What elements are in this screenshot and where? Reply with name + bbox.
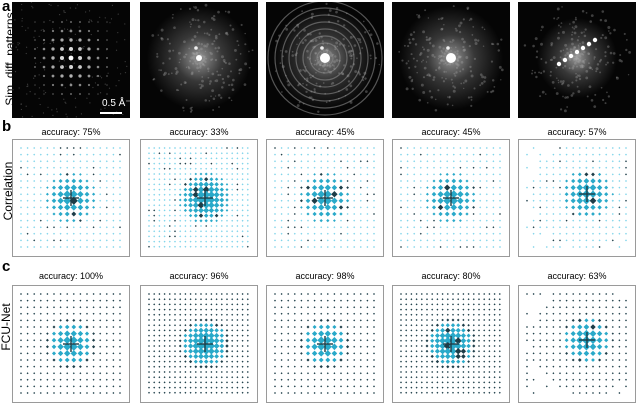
accuracy-label-c1: accuracy: 100% <box>38 271 104 281</box>
panel-letter-b: b <box>2 118 12 135</box>
lattice-frame-b4 <box>392 139 510 257</box>
diffraction-pattern-5 <box>518 2 636 118</box>
lattice-frame-b5 <box>518 139 636 257</box>
accuracy-label-b5: accuracy: 57% <box>547 127 607 137</box>
accuracy-label-c4: accuracy: 80% <box>421 271 481 281</box>
accuracy-label-c2: accuracy: 96% <box>169 271 229 281</box>
panel-letter-a: a <box>2 0 11 15</box>
diffraction-pattern-2 <box>140 2 258 118</box>
accuracy-label-b3: accuracy: 45% <box>295 127 355 137</box>
lattice-frame-c5 <box>518 285 636 403</box>
lattice-frame-b2 <box>140 139 258 257</box>
accuracy-label-c3: accuracy: 98% <box>295 271 355 281</box>
accuracy-label-b2: accuracy: 33% <box>169 127 229 137</box>
diffraction-pattern-4 <box>392 2 510 118</box>
diffraction-pattern-1 <box>12 2 130 118</box>
panel-letter-c: c <box>2 258 11 275</box>
lattice-frame-c3 <box>266 285 384 403</box>
lattice-frame-b3 <box>266 139 384 257</box>
accuracy-label-c5: accuracy: 63% <box>547 271 607 281</box>
accuracy-label-b4: accuracy: 45% <box>421 127 481 137</box>
lattice-frame-b1 <box>12 139 130 257</box>
lattice-frame-c4 <box>392 285 510 403</box>
diffraction-pattern-3 <box>266 2 384 118</box>
accuracy-label-b1: accuracy: 75% <box>41 127 101 137</box>
scalebar-line <box>100 112 122 114</box>
lattice-frame-c2 <box>140 285 258 403</box>
lattice-frame-c1 <box>12 285 130 403</box>
scalebar-label: 0.5 Å⁻¹ <box>102 98 134 109</box>
